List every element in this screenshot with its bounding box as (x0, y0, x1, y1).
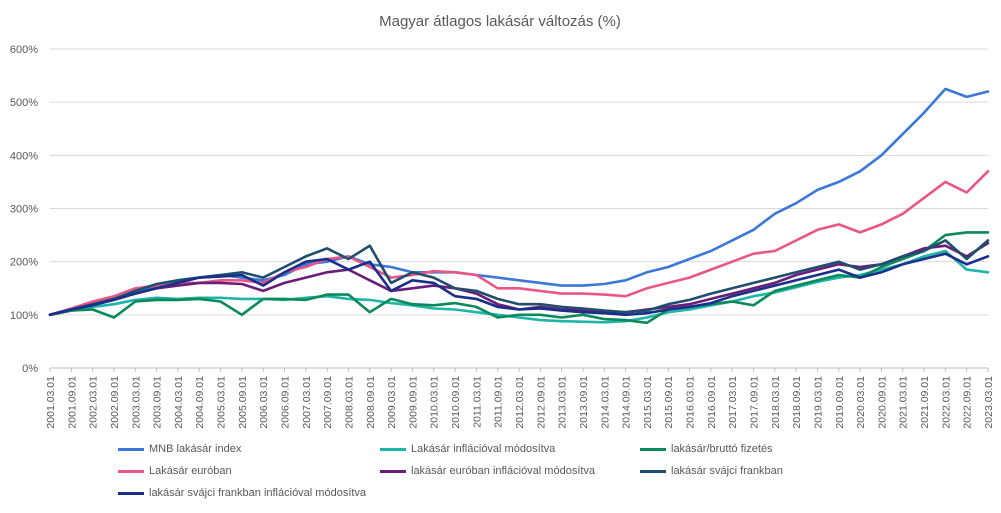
x-tick-label: 2013.03.01 (557, 376, 569, 429)
x-tick-label: 2020.09.01 (876, 376, 888, 429)
x-tick-label: 2015.09.01 (663, 376, 675, 429)
x-tick-label: 2011.09.01 (493, 376, 505, 428)
x-tick-label: 2003.03.01 (130, 376, 142, 429)
x-tick-label: 2011.03.01 (471, 376, 483, 428)
chart-title: Magyar átlagos lakásár változás (%) (379, 13, 621, 30)
series-line-7 (48, 252, 990, 317)
x-tick-label: 2006.03.01 (258, 376, 270, 429)
x-tick-label: 2002.09.01 (109, 376, 121, 429)
x-tick-label: 2019.09.01 (834, 376, 846, 429)
series-line-3 (48, 231, 990, 325)
y-tick-label: 100% (10, 310, 38, 322)
x-tick-label: 2019.03.01 (812, 376, 824, 429)
series-line-4 (48, 170, 990, 317)
x-tick-label: 2007.09.01 (322, 376, 334, 429)
x-tick-label: 2013.09.01 (578, 376, 590, 429)
y-tick-label: 600% (10, 44, 38, 56)
y-tick-label: 300% (10, 204, 38, 216)
x-tick-label: 2016.09.01 (706, 376, 718, 429)
series-line-2 (48, 249, 990, 324)
x-tick-label: 2009.09.01 (407, 376, 419, 429)
x-tick-label: 2004.03.01 (173, 376, 185, 429)
x-tick-label: 2014.03.01 (599, 376, 611, 429)
x-tick-label: 2003.09.01 (152, 376, 164, 429)
x-axis: 2001.03.01 2001.09.01 2002.03.01 2002.09.01… (45, 368, 995, 429)
x-tick-label: 2017.03.01 (727, 376, 739, 429)
x-tick-label: 2001.09.01 (66, 376, 78, 429)
x-tick-label: 2014.09.01 (621, 376, 633, 429)
x-tick-label: 2005.09.01 (237, 376, 249, 429)
x-tick-label: 2010.03.01 (429, 376, 441, 429)
x-tick-label: 2022.09.01 (962, 376, 974, 429)
x-tick-label: 2005.03.01 (216, 376, 228, 429)
x-tick-label: 2023.03.01 (983, 376, 995, 429)
y-tick-label: 400% (10, 150, 38, 162)
x-tick-label: 2016.03.01 (685, 376, 697, 429)
y-axis: 0% 100% 200% 300% 400% 500% 600% (10, 44, 38, 375)
x-tick-label: 2018.09.01 (791, 376, 803, 429)
x-tick-label: 2021.09.01 (919, 376, 931, 429)
x-tick-label: 2017.09.01 (749, 376, 761, 429)
x-tick-label: 2010.09.01 (450, 376, 462, 429)
x-tick-label: 2022.03.01 (940, 376, 952, 429)
x-tick-label: 2002.03.01 (88, 376, 100, 429)
y-tick-label: 0% (22, 363, 38, 375)
series-lines (48, 87, 990, 325)
x-tick-label: 2006.09.01 (280, 376, 292, 429)
x-tick-label: 2008.03.01 (343, 376, 355, 429)
x-tick-label: 2018.03.01 (770, 376, 782, 429)
y-tick-label: 500% (10, 97, 38, 109)
x-tick-label: 2001.03.01 (45, 376, 57, 429)
x-tick-label: 2007.03.01 (301, 376, 313, 429)
gridlines (50, 48, 988, 369)
x-tick-label: 2008.09.01 (365, 376, 377, 429)
x-tick-label: 2012.03.01 (514, 376, 526, 429)
x-tick-label: 2021.03.01 (898, 376, 910, 429)
x-tick-label: 2012.09.01 (535, 376, 547, 429)
x-tick-label: 2004.09.01 (194, 376, 206, 429)
x-tick-label: 2020.03.01 (855, 376, 867, 429)
x-tick-label: 2009.03.01 (386, 376, 398, 429)
y-tick-label: 200% (10, 257, 38, 269)
x-tick-label: 2015.03.01 (642, 376, 654, 429)
